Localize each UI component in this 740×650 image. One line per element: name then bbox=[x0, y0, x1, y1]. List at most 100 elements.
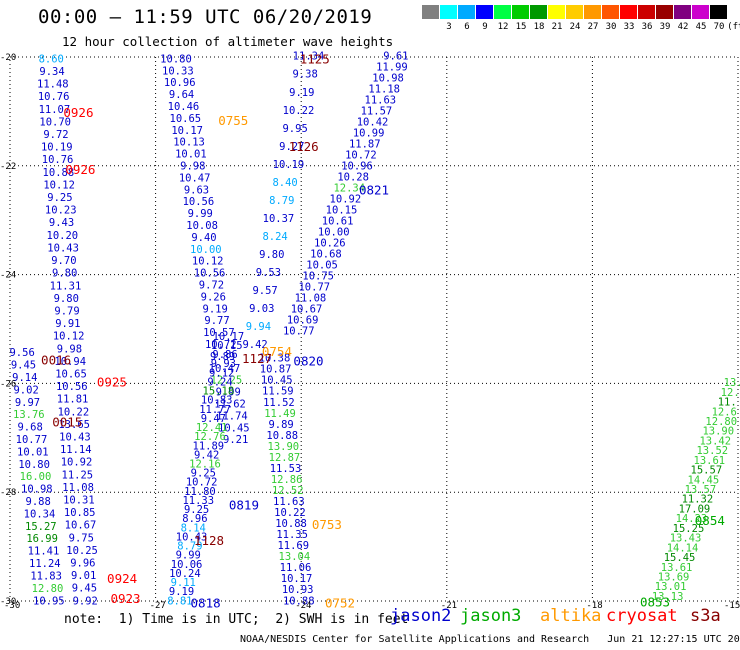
wave-height-value: 11.49 bbox=[264, 408, 296, 420]
pass-time-label: 1127 bbox=[242, 351, 272, 366]
mission-cryosat: cryosat bbox=[606, 606, 678, 626]
wave-height-value: 10.12 bbox=[192, 256, 224, 268]
map-frame bbox=[9, 56, 739, 602]
mission-jason3: jason3 bbox=[460, 606, 522, 626]
pass-time-label: 0755 bbox=[218, 113, 248, 128]
wave-height-value: 12.80 bbox=[32, 583, 64, 595]
wave-height-value: 8.81 bbox=[167, 595, 192, 607]
pass-time-label: 0820 bbox=[293, 354, 323, 369]
wave-height-value: 11.99 bbox=[376, 62, 408, 74]
track-altika-center: 11.34 9.38 9.19 10.22 9.95 9.27 10.19 8.40 8.79 1… bbox=[242, 51, 324, 351]
track-s3a-central-b: 10.1710.159.869.939.129.2415.1810.8311.7… bbox=[167, 331, 244, 607]
wave-height-value: 10.56 bbox=[56, 381, 88, 393]
wave-height-value: 10.45 bbox=[261, 375, 293, 387]
wave-height-value: 12.76 bbox=[194, 431, 226, 443]
scale-swatch bbox=[674, 5, 691, 19]
wave-height-value: 10.77 bbox=[298, 281, 330, 293]
wave-height-value: 9.56 bbox=[9, 347, 34, 359]
wave-height-value: 9.25 bbox=[184, 504, 209, 516]
page-title: 00:00 – 11:59 UTC 06/20/2019 bbox=[38, 6, 373, 28]
lon-tick-label: -21 bbox=[441, 601, 457, 608]
wave-height-value: 11.32 bbox=[682, 494, 714, 506]
lat-tick-label: -28 bbox=[0, 488, 16, 498]
wave-height-value: 12. bbox=[721, 387, 740, 399]
pass-time-label: 0015 bbox=[52, 415, 82, 430]
scale-swatch bbox=[602, 5, 619, 19]
scale-swatch bbox=[494, 5, 511, 19]
wave-height-value: 10.06 bbox=[171, 559, 203, 571]
wave-height-value: 14.45 bbox=[688, 474, 720, 486]
wave-height-value: 13.90 bbox=[702, 426, 734, 438]
pass-time-label: 0016 bbox=[41, 353, 71, 368]
wave-height-value: 11.34 bbox=[293, 51, 325, 63]
footer-note: note: 1) Time is in UTC; 2) SWH is in fe… bbox=[64, 612, 409, 627]
track-cryosat-west-b: 9.569.459.149.029.9713.769.6810.7710.011… bbox=[9, 347, 64, 607]
wave-height-value: 15.27 bbox=[25, 521, 57, 533]
scale-swatch bbox=[530, 5, 547, 19]
wave-height-value: 9.70 bbox=[51, 255, 76, 267]
wave-height-value: 9.72 bbox=[43, 129, 68, 141]
wave-height-value: 9.64 bbox=[169, 89, 194, 101]
wave-height-value: 10.88 bbox=[266, 430, 298, 442]
track-jason2-south: 10.3810.8710.4511.5911.5211.499.8910.881… bbox=[259, 353, 315, 608]
lon-tick-label: -18 bbox=[586, 601, 602, 608]
satellite-tracks: 8.609.3411.4810.7611.0710.709.7210.1910.… bbox=[9, 51, 740, 608]
wave-height-value: 9.89 bbox=[210, 351, 235, 363]
wave-height-value: 10.88 bbox=[283, 595, 315, 607]
wave-height-value: 9.80 bbox=[54, 293, 79, 305]
wave-height-value: 11.69 bbox=[277, 540, 309, 552]
scale-label: 30 bbox=[605, 22, 617, 32]
mission-s3a: s3a bbox=[690, 606, 721, 626]
wave-height-value: 10.24 bbox=[169, 568, 201, 580]
lat-tick-label: -20 bbox=[0, 53, 16, 63]
wave-height-value: 9.86 bbox=[212, 349, 237, 361]
wave-height-value: 9.45 bbox=[11, 360, 36, 372]
wave-height-value: 13.43 bbox=[670, 533, 702, 545]
wave-height-value: 10.77 bbox=[283, 325, 315, 337]
scale-swatch bbox=[656, 5, 673, 19]
wave-height-value: 10.70 bbox=[39, 116, 71, 128]
mission-jason2: jason2 bbox=[390, 606, 452, 626]
wave-height-value: 9.53 bbox=[256, 267, 281, 279]
wave-height-value: 10.96 bbox=[164, 77, 196, 89]
wave-height-value: 11.25 bbox=[62, 469, 94, 481]
wave-height-value: 10.12 bbox=[53, 331, 85, 343]
wave-height-value: 10.23 bbox=[45, 205, 77, 217]
wave-height-value: 11.74 bbox=[216, 410, 248, 422]
pass-time-label: 0753 bbox=[312, 517, 342, 532]
wave-height-value: 11. bbox=[718, 397, 737, 409]
map-grid bbox=[9, 56, 739, 602]
wave-height-value: 12.25 bbox=[211, 375, 243, 387]
wave-height-value: 13.61 bbox=[661, 562, 693, 574]
wave-height-value: 10.76 bbox=[42, 154, 74, 166]
wave-height-value: 12.41 bbox=[196, 422, 228, 434]
pass-time-label: 0923 bbox=[110, 591, 140, 606]
wave-height-value: 9.98 bbox=[180, 161, 205, 173]
wave-height-value: 11.08 bbox=[295, 292, 327, 304]
axis-tick-labels: -20 -22 -24 -26 -28 -30-30 -27 -24 -21 -18 -15 bbox=[0, 53, 740, 608]
wave-height-value: 9.99 bbox=[188, 208, 213, 220]
wave-height-value: 10.00 bbox=[190, 244, 222, 256]
wave-height-value: 12.86 bbox=[271, 474, 303, 486]
lon-tick-label: -27 bbox=[150, 601, 166, 608]
wave-height-value: 13.65 bbox=[58, 419, 90, 431]
wave-height-value: 10.56 bbox=[183, 196, 215, 208]
scale-swatch bbox=[440, 5, 457, 19]
wave-height-value: 10.98 bbox=[21, 484, 53, 496]
wave-height-value: 10.12 bbox=[43, 179, 75, 191]
wave-height-value: 10.15 bbox=[326, 205, 358, 217]
pass-time-label: 0752 bbox=[325, 596, 355, 608]
wave-height-value: 11.81 bbox=[57, 394, 89, 406]
wave-height-value: 9.75 bbox=[69, 532, 94, 544]
wave-height-value: 13.76 bbox=[13, 409, 45, 421]
wave-height-value: 9.45 bbox=[72, 583, 97, 595]
wave-height-value: 10.05 bbox=[306, 260, 338, 272]
wave-height-value: 13.42 bbox=[699, 435, 731, 447]
wave-height-value: 11.63 bbox=[365, 95, 397, 107]
wave-height-value: 12.87 bbox=[269, 452, 301, 464]
wave-height-value: 10.92 bbox=[330, 194, 362, 206]
wave-height-value: 11.89 bbox=[193, 440, 225, 452]
wave-height-value: 10.83 bbox=[201, 395, 233, 407]
wave-height-value: 11.35 bbox=[276, 529, 308, 541]
wave-height-value: 11.62 bbox=[214, 399, 246, 411]
